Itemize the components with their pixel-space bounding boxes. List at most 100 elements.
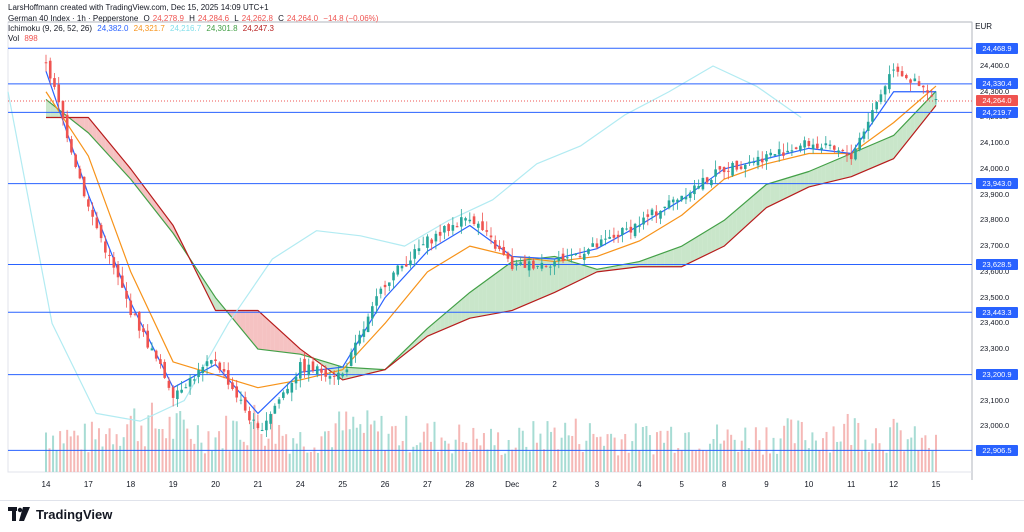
level-price-tag: 24,219.7 xyxy=(976,106,1018,118)
candle-body xyxy=(561,253,565,262)
volume-bar xyxy=(913,426,916,472)
ichimoku-cloud-segment xyxy=(914,108,920,133)
volume-bar xyxy=(906,439,909,472)
volume-bar xyxy=(228,451,231,472)
candle-body xyxy=(883,86,887,95)
candle-body xyxy=(133,313,137,315)
volume-bar xyxy=(369,424,372,472)
volume-bar xyxy=(567,435,570,472)
volume-bar xyxy=(882,449,885,472)
candle-body xyxy=(638,225,641,227)
date-tick-label: 10 xyxy=(804,480,814,489)
candle-body xyxy=(434,233,438,242)
volume-bar xyxy=(578,444,581,472)
volume-bar xyxy=(935,434,937,472)
candle-body xyxy=(705,177,709,183)
volume-bar xyxy=(673,452,676,472)
volume-bar xyxy=(292,438,295,472)
volume-bar xyxy=(557,449,560,472)
symbol-legend[interactable]: German 40 Index · 1h · Pepperstone O 24,2… xyxy=(8,14,381,23)
volume-bar xyxy=(719,443,722,472)
candle-body xyxy=(866,121,870,132)
volume-bar xyxy=(391,426,394,472)
ichimoku-cloud-segment xyxy=(821,164,826,184)
ichimoku-cloud-segment xyxy=(656,253,661,267)
candle-body xyxy=(760,158,764,163)
ichimoku-cloud-segment xyxy=(143,185,148,201)
candle-body xyxy=(858,137,862,151)
ichimoku-cloud-segment xyxy=(414,336,419,347)
volume-legend[interactable]: Vol 898 xyxy=(8,34,41,43)
candle-body xyxy=(430,239,433,244)
volume-bar xyxy=(267,438,270,472)
candle-body xyxy=(472,216,476,224)
level-price-tag: 24,468.9 xyxy=(976,42,1018,54)
volume-bar xyxy=(461,442,464,472)
candle-body xyxy=(44,62,48,64)
candle-body xyxy=(154,350,158,359)
ichimoku-cloud-segment xyxy=(817,166,822,185)
volume-bar xyxy=(232,420,235,472)
candle-body xyxy=(167,380,171,388)
chart-frame[interactable] xyxy=(0,0,1024,501)
candle-body xyxy=(553,261,556,267)
ichimoku-cloud-segment xyxy=(147,191,152,207)
ichimoku-cloud-segment xyxy=(685,240,691,265)
volume-bar xyxy=(648,435,651,472)
volume-bar xyxy=(571,435,574,472)
ohlc-close-label: C xyxy=(278,14,284,23)
volume-bar xyxy=(899,430,902,472)
volume-bar xyxy=(327,430,330,472)
volume-bar xyxy=(193,443,196,472)
candle-body xyxy=(184,387,188,389)
volume-bar xyxy=(309,451,312,472)
candle-body xyxy=(48,60,52,79)
volume-bar xyxy=(334,423,337,472)
ichimoku-cloud-segment xyxy=(520,260,525,307)
volume-bar xyxy=(769,453,772,472)
brand-name: TradingView xyxy=(36,506,113,522)
ichimoku-cloud-segment xyxy=(499,267,504,313)
volume-bar xyxy=(610,433,613,472)
volume-bar xyxy=(52,435,55,472)
candle-body xyxy=(146,330,150,348)
candle-body xyxy=(820,147,823,150)
date-tick-label: 28 xyxy=(465,480,475,489)
ichimoku-cloud-segment xyxy=(681,243,686,267)
ichimoku-cloud-segment xyxy=(728,213,733,243)
ichimoku-legend[interactable]: Ichimoku (9, 26, 52, 26) 24,382.0 24,321… xyxy=(8,24,277,33)
candle-body xyxy=(523,259,527,268)
ohlc-high: 24,284.6 xyxy=(197,14,230,23)
candle-body xyxy=(375,296,378,306)
ichimoku-cloud-segment xyxy=(910,113,915,138)
volume-bar xyxy=(670,426,673,472)
volume-bar xyxy=(663,442,666,472)
ichimoku-cloud-segment xyxy=(296,345,301,355)
ichimoku-cloud-segment xyxy=(677,246,682,267)
ichimoku-cloud-segment xyxy=(363,368,369,375)
volume-bar xyxy=(133,408,136,472)
candle-body xyxy=(214,359,217,362)
ichimoku-cloud-segment xyxy=(266,318,271,351)
ichimoku-cloud-segment xyxy=(321,360,326,368)
ichimoku-cloud-segment xyxy=(88,117,93,138)
price-chart[interactable] xyxy=(0,0,1024,500)
volume-bar xyxy=(599,436,602,472)
ichimoku-cloud-segment xyxy=(584,265,589,279)
volume-bar xyxy=(910,437,913,472)
ohlc-close: 24,264.0 xyxy=(286,14,319,23)
volume-bar xyxy=(723,440,726,472)
candle-body xyxy=(231,382,234,390)
volume-bar xyxy=(878,443,881,472)
candle-body xyxy=(680,195,684,201)
ichimoku-cloud-segment xyxy=(863,146,869,172)
ichimoku-cloud-segment xyxy=(46,99,51,118)
candle-body xyxy=(116,264,120,278)
volume-bar xyxy=(331,447,334,472)
candle-body xyxy=(862,131,866,139)
candle-body xyxy=(265,420,268,431)
candle-body xyxy=(578,256,582,258)
ichimoku-cloud-segment xyxy=(270,322,275,352)
ichimoku-cloud-segment xyxy=(834,158,839,181)
ichimoku-cloud-segment xyxy=(774,180,780,204)
